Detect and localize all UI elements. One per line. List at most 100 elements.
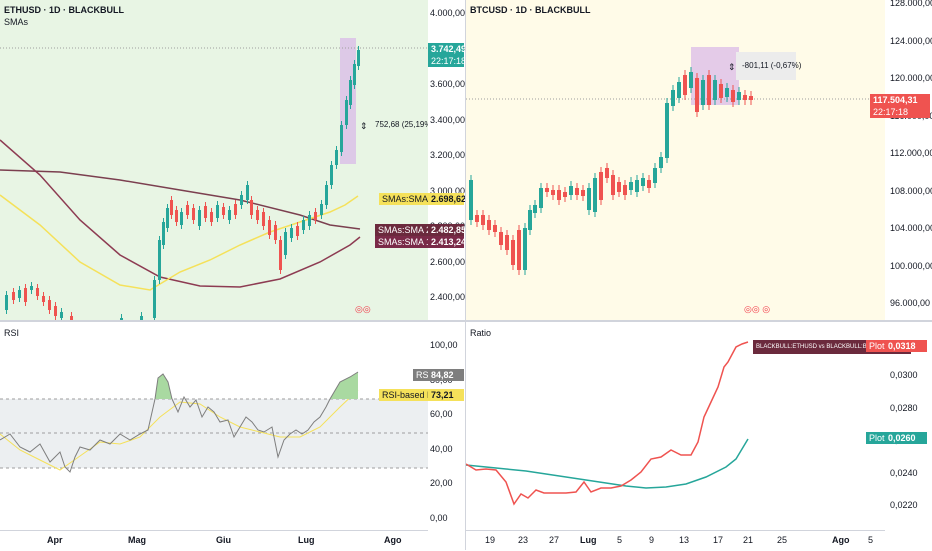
ratio-pane[interactable]: Ratio	[466, 322, 885, 530]
candle-body	[120, 318, 123, 320]
btc-chart-pane[interactable]: ⇕ BTCUSD · 1D · BLACKBULL -801,11 (-0,67…	[466, 0, 885, 320]
btc-price-chart: ⇕	[466, 47, 885, 275]
time-tick-label: 9	[649, 535, 655, 545]
axis-tick-label: 0,0220	[890, 500, 918, 510]
eth-chart-pane[interactable]: ⇕ ETHUSD · 1D · BLACKBULL SMAs 752,68 (2…	[0, 0, 428, 320]
candle-body	[353, 64, 356, 85]
axis-tick-label: 3.400,00	[430, 114, 465, 125]
rsi-ma-value: 73,21	[428, 389, 464, 401]
candle-body	[274, 225, 277, 240]
eth-price-badge: 3.742,49	[428, 43, 466, 55]
candle-body	[36, 288, 39, 296]
axis-tick-label: 100,00	[430, 340, 458, 350]
time-tick-label: Apr	[47, 535, 63, 545]
candle-body	[228, 210, 231, 220]
candle-body	[290, 228, 293, 238]
candle-body	[42, 296, 45, 302]
candle-body	[629, 182, 633, 190]
rsi-title[interactable]: RSI	[4, 328, 20, 338]
axis-tick-label: 60,00	[430, 409, 453, 420]
eth-events-icon[interactable]: ◎◎	[355, 304, 371, 314]
candle-body	[166, 208, 169, 228]
measure-icon: ⇕	[728, 62, 736, 72]
candle-body	[743, 95, 747, 100]
candle-body	[325, 185, 328, 205]
eth-measure-text: 752,68 (25,19%)	[375, 120, 428, 129]
ratio-title[interactable]: Ratio	[470, 328, 492, 338]
sma200-line	[0, 169, 361, 230]
candle-body	[617, 182, 621, 192]
candle-body	[493, 225, 497, 232]
candle-body	[605, 168, 609, 178]
candle-body	[475, 215, 479, 222]
candle-body	[737, 92, 741, 100]
candle-body	[469, 180, 473, 220]
axis-tick-label: 3.000,00	[430, 185, 465, 196]
candle-body	[533, 205, 537, 213]
candle-body	[246, 185, 249, 200]
candle-body	[593, 178, 597, 212]
candle-body	[175, 210, 178, 222]
axis-tick-label: 4.000,00	[430, 8, 465, 18]
candle-body	[557, 190, 561, 200]
candle-body	[599, 172, 603, 200]
btc-symbol-title[interactable]: BTCUSD · 1D · BLACKBULL	[470, 5, 591, 15]
candle-body	[256, 210, 259, 220]
btc-measure-text: -801,11 (-0,67%)	[742, 61, 802, 70]
pane-divider[interactable]	[0, 320, 932, 322]
btc-price-axis[interactable]: 128.000,00124.000,00120.000,00116.000,00…	[885, 0, 932, 320]
eth-time-badge: 22:17:18	[428, 55, 466, 67]
rsi-pane[interactable]: RSI	[0, 322, 428, 530]
axis-tick-label: 0,0240	[890, 467, 918, 478]
candle-body	[48, 300, 51, 310]
candle-body	[340, 125, 343, 152]
layout-divider[interactable]	[465, 0, 466, 550]
plot1-label: Plot	[866, 340, 888, 352]
sma50-line	[0, 194, 359, 291]
candle-body	[551, 190, 555, 195]
candle-body	[180, 212, 183, 225]
candle-body	[24, 288, 27, 302]
candle-body	[5, 295, 8, 310]
time-tick-label: 25	[777, 535, 788, 545]
axis-tick-label: 128.000,00	[890, 0, 932, 8]
candle-body	[268, 220, 271, 235]
btc-price-badge: 117.504,31	[870, 94, 930, 106]
candle-body	[330, 165, 333, 185]
candle-body	[481, 215, 485, 225]
candle-body	[683, 75, 687, 95]
axis-tick-label: 3.600,00	[430, 79, 465, 89]
sma100-label: SMAs:SMA 100	[375, 236, 445, 248]
candle-body	[487, 220, 491, 230]
btc-events-icon[interactable]: ◎◎ ◎	[744, 304, 771, 314]
eth-price-chart: ⇕	[0, 38, 428, 320]
sma100-value: 2.413,24	[428, 236, 466, 248]
axis-tick-label: 112.000,00	[890, 148, 932, 158]
candle-body	[234, 204, 237, 215]
time-tick-label: Ago	[384, 535, 402, 545]
candle-body	[279, 240, 282, 270]
candle-body	[262, 212, 265, 226]
candle-body	[302, 220, 305, 230]
candle-body	[198, 210, 201, 226]
eth-symbol-title[interactable]: ETHUSD · 1D · BLACKBULL	[4, 5, 124, 15]
candle-body	[671, 90, 675, 106]
candle-body	[499, 232, 503, 245]
time-tick-label: Mag	[128, 535, 146, 545]
time-axis-right[interactable]: 19 23 27 Lug 5 9 13 17 21 25 Ago 5	[466, 530, 885, 551]
candle-body	[539, 188, 543, 208]
candle-body	[611, 175, 615, 195]
candle-body	[54, 306, 57, 316]
eth-indicator-label[interactable]: SMAs	[4, 17, 29, 27]
candle-body	[216, 205, 219, 218]
rsi-ma-line	[0, 389, 359, 471]
axis-tick-label: 2.600,00	[430, 256, 465, 267]
candle-body	[563, 192, 567, 197]
candle-body	[635, 180, 639, 192]
rsi-overbought-fill	[330, 372, 358, 399]
candle-body	[545, 188, 549, 192]
candle-body	[250, 200, 253, 215]
candle-body	[140, 316, 143, 320]
time-axis-left[interactable]: Apr Mag Giu Lug Ago	[0, 530, 428, 551]
